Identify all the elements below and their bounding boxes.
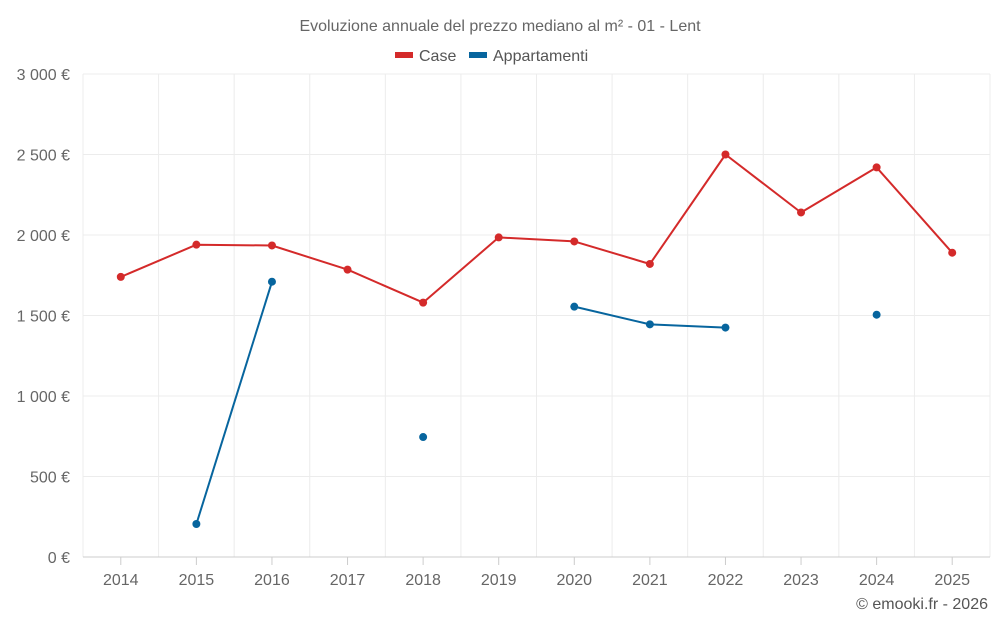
x-axis-ticks: 2014 2015 2016 2017 2018 2019 2020 2021 2022 2023…	[103, 572, 970, 589]
y-tick-label: 2 000 €	[17, 228, 70, 245]
y-tick-label: 2 500 €	[17, 148, 70, 165]
data-point-case[interactable]	[116, 272, 125, 281]
data-point-case[interactable]	[267, 241, 276, 250]
x-tick-label: 2020	[556, 572, 592, 589]
series-line-case	[120, 153, 953, 304]
data-point-appartamenti[interactable]	[192, 519, 201, 528]
x-tick-label: 2018	[405, 572, 441, 589]
series	[116, 150, 957, 528]
legend-item-case[interactable]: Case	[395, 48, 456, 65]
data-point-case[interactable]	[343, 265, 352, 274]
x-tick-label: 2023	[783, 572, 819, 589]
data-point-appartamenti[interactable]	[872, 310, 881, 319]
x-tick-label: 2014	[103, 572, 139, 589]
legend-swatch-case	[395, 52, 413, 58]
legend: Case Appartamenti	[395, 48, 588, 65]
y-tick-label: 1 500 €	[17, 309, 70, 326]
legend-label-appartamenti: Appartamenti	[493, 48, 588, 65]
data-point-appartamenti[interactable]	[570, 302, 579, 311]
y-tick-label: 3 000 €	[17, 67, 70, 84]
x-tick-label: 2024	[859, 572, 895, 589]
data-point-case[interactable]	[570, 237, 579, 246]
legend-swatch-appartamenti	[469, 52, 487, 58]
grid	[82, 73, 991, 565]
chart-title: Evoluzione annuale del prezzo mediano al…	[299, 18, 701, 35]
y-tick-label: 1 000 €	[17, 389, 70, 406]
x-tick-label: 2025	[934, 572, 970, 589]
y-axis-ticks: 0 € 500 € 1 000 € 1 500 € 2 000 € 2 500 € 3 00…	[17, 67, 70, 567]
x-tick-label: 2019	[481, 572, 517, 589]
data-point-case[interactable]	[797, 208, 806, 217]
series-case	[116, 150, 957, 307]
series-line-appartamenti	[195, 281, 273, 525]
legend-label-case: Case	[419, 48, 456, 65]
data-point-appartamenti[interactable]	[721, 323, 730, 332]
series-appartamenti	[192, 277, 881, 528]
data-point-case[interactable]	[419, 298, 428, 307]
y-tick-label: 0 €	[48, 550, 70, 567]
x-tick-label: 2021	[632, 572, 668, 589]
y-tick-label: 500 €	[30, 470, 70, 487]
credit-text: © emooki.fr - 2026	[856, 596, 988, 613]
x-tick-label: 2015	[179, 572, 215, 589]
x-tick-label: 2022	[708, 572, 744, 589]
data-point-appartamenti[interactable]	[419, 433, 428, 442]
x-tick-label: 2016	[254, 572, 290, 589]
data-point-appartamenti[interactable]	[645, 320, 654, 329]
data-point-case[interactable]	[494, 233, 503, 242]
data-point-case[interactable]	[645, 259, 654, 268]
x-tick-label: 2017	[330, 572, 366, 589]
legend-item-appartamenti[interactable]: Appartamenti	[469, 48, 588, 65]
data-point-case[interactable]	[948, 248, 957, 257]
data-point-case[interactable]	[872, 163, 881, 172]
data-point-appartamenti[interactable]	[267, 277, 276, 286]
data-point-case[interactable]	[721, 150, 730, 159]
data-point-case[interactable]	[192, 240, 201, 249]
